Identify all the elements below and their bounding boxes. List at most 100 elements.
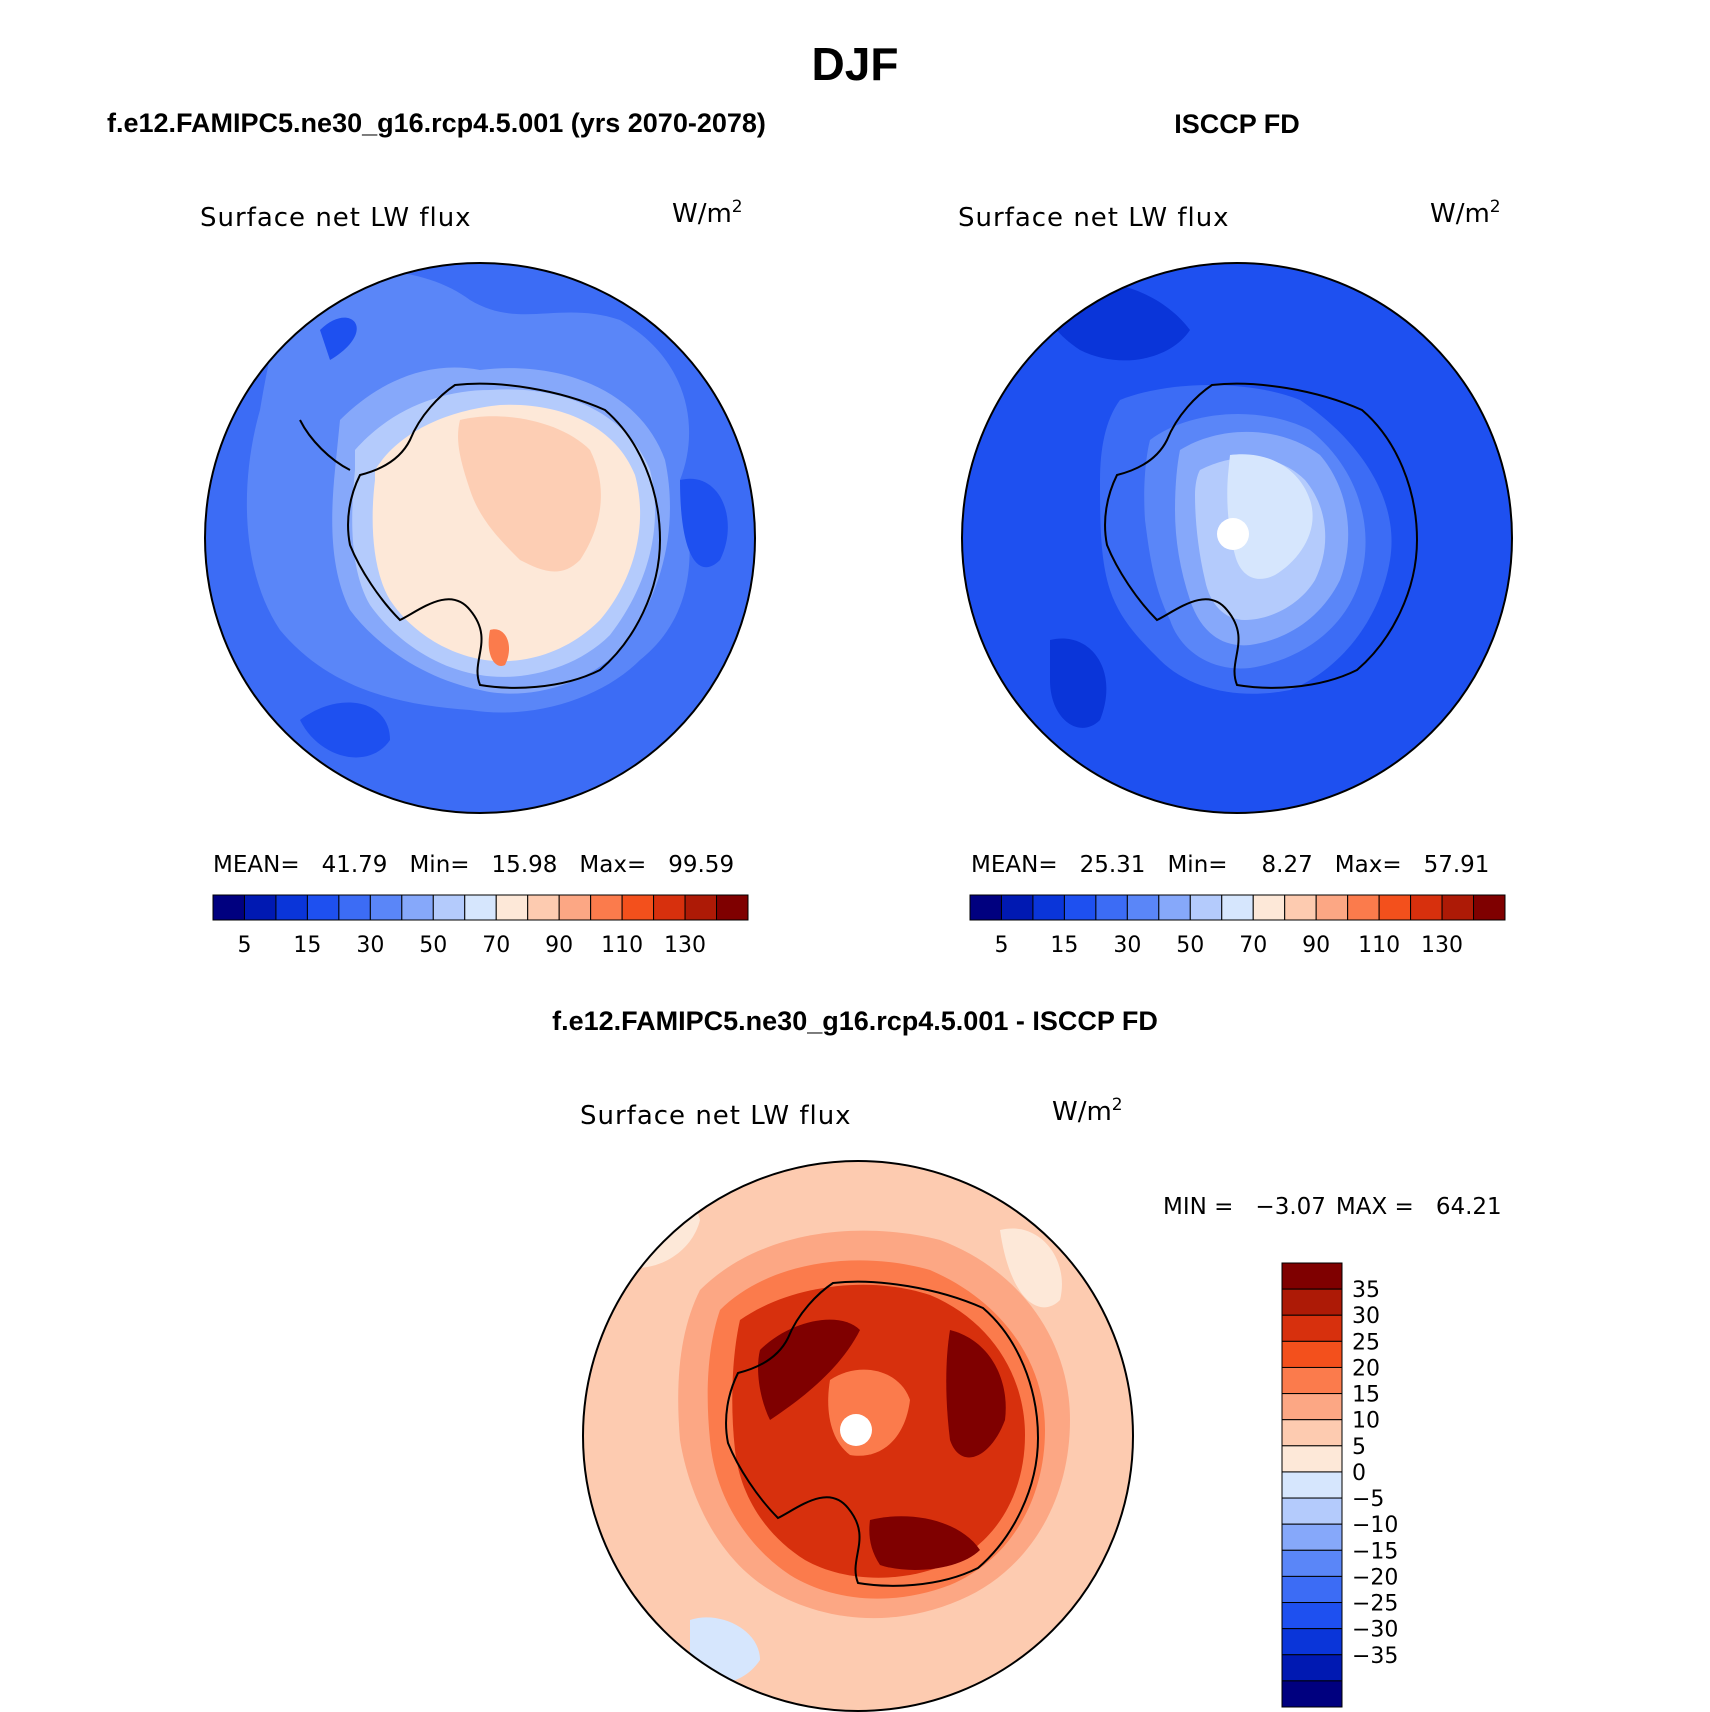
colorbar-diff-swatch bbox=[1281, 1680, 1343, 1708]
colorbar-diff-swatch bbox=[1281, 1419, 1343, 1447]
colorbar-diff-swatch bbox=[1281, 1393, 1343, 1421]
colorbar-diff-tick-label: −20 bbox=[1352, 1565, 1398, 1590]
colorbar-obs-tick-label: 30 bbox=[1113, 933, 1141, 958]
map-model-outline bbox=[204, 262, 756, 814]
colorbar-diff-swatch bbox=[1281, 1262, 1343, 1290]
panel-diff: f.e12.FAMIPC5.ne30_g16.rcp4.5.001 - ISCC… bbox=[552, 1006, 1502, 1712]
colorbar-obs-swatch bbox=[969, 894, 1002, 921]
colorbar-obs-tick-label: 110 bbox=[1358, 933, 1400, 958]
panel-model: f.e12.FAMIPC5.ne30_g16.rcp4.5.001 (yrs 2… bbox=[107, 108, 766, 958]
colorbar-diff-tick-label: −35 bbox=[1352, 1644, 1398, 1669]
panel-obs: ISCCP FD Surface net LW flux W/m2 MEAN= 2… bbox=[958, 109, 1513, 958]
colorbar-diff-tick-label: −25 bbox=[1352, 1592, 1398, 1617]
colorbar-obs: 5 15 30 50 70 90 110 130 bbox=[969, 894, 1506, 958]
colorbar-obs-swatch bbox=[1284, 894, 1317, 921]
panel-diff-title: f.e12.FAMIPC5.ne30_g16.rcp4.5.001 - ISCC… bbox=[552, 1006, 1158, 1036]
colorbar-diff-swatch bbox=[1281, 1366, 1343, 1395]
colorbar-diff-swatch bbox=[1281, 1471, 1343, 1499]
colorbar-diff-tick-label: −15 bbox=[1352, 1539, 1398, 1564]
colorbar-model-swatch bbox=[243, 894, 277, 921]
colorbar-obs-swatch bbox=[1473, 894, 1506, 921]
colorbar-diff-swatch bbox=[1281, 1575, 1343, 1604]
panel-diff-units: W/m2 bbox=[1052, 1095, 1123, 1127]
colorbar-model-tick-label: 50 bbox=[419, 933, 447, 958]
colorbar-diff-swatch bbox=[1281, 1288, 1343, 1316]
colorbar-model-swatch bbox=[464, 894, 497, 921]
colorbar-model-tick-label: 90 bbox=[545, 933, 573, 958]
stats-model: MEAN= 41.79 Min= 15.98 Max= 99.59 bbox=[213, 852, 734, 878]
colorbar-diff-swatch bbox=[1281, 1314, 1343, 1342]
panel-obs-variable: Surface net LW flux bbox=[958, 203, 1230, 233]
colorbar-diff-tick-label: 15 bbox=[1352, 1383, 1380, 1408]
colorbar-model-swatch bbox=[527, 894, 560, 921]
colorbar-model-swatch bbox=[590, 894, 623, 921]
colorbar-obs-swatch bbox=[1158, 894, 1191, 921]
colorbar-obs-tick-label: 70 bbox=[1239, 933, 1267, 958]
colorbar-obs-swatch bbox=[1252, 894, 1286, 921]
colorbar-diff-tick-label: 25 bbox=[1352, 1330, 1380, 1355]
panel-model-title: f.e12.FAMIPC5.ne30_g16.rcp4.5.001 (yrs 2… bbox=[107, 108, 766, 138]
colorbar-diff-swatch bbox=[1281, 1654, 1343, 1682]
map-model bbox=[205, 263, 755, 813]
colorbar-model-swatch bbox=[306, 894, 340, 921]
colorbar-model-swatch bbox=[495, 894, 529, 921]
figure-title: DJF bbox=[812, 38, 899, 90]
colorbar-diff-tick-label: −10 bbox=[1352, 1513, 1398, 1538]
colorbar-obs-swatch bbox=[1315, 894, 1349, 921]
stats-obs: MEAN= 25.31 Min= 8.27 Max= 57.91 bbox=[971, 852, 1489, 878]
colorbar-model-tick-label: 30 bbox=[356, 933, 384, 958]
colorbar-obs-swatch bbox=[1063, 894, 1097, 921]
colorbar-obs-swatch bbox=[1189, 894, 1223, 921]
colorbar-obs-swatch bbox=[1347, 894, 1380, 921]
colorbar-model-swatch bbox=[432, 894, 466, 921]
colorbar-model-swatch bbox=[401, 894, 434, 921]
colorbar-obs-swatch bbox=[1378, 894, 1412, 921]
colorbar-diff-tick-label: 30 bbox=[1352, 1304, 1380, 1329]
colorbar-model-tick-label: 15 bbox=[293, 933, 321, 958]
colorbar-diff-swatch bbox=[1281, 1445, 1343, 1473]
colorbar-obs-swatch bbox=[1441, 894, 1475, 921]
colorbar-diff-tick-label: 10 bbox=[1352, 1409, 1380, 1434]
colorbar-diff-tick-label: −5 bbox=[1352, 1487, 1384, 1512]
colorbar-diff-swatch bbox=[1281, 1497, 1343, 1525]
colorbar-model-swatch bbox=[558, 894, 592, 921]
colorbar-model-tick-label: 130 bbox=[664, 933, 706, 958]
map-diff bbox=[583, 1161, 1133, 1711]
colorbar-obs-tick-label: 90 bbox=[1302, 933, 1330, 958]
colorbar-obs-tick-label: 50 bbox=[1176, 933, 1204, 958]
colorbar-model-swatch bbox=[716, 894, 749, 921]
colorbar-obs-tick-label: 130 bbox=[1421, 933, 1463, 958]
colorbar-diff-swatch bbox=[1281, 1549, 1343, 1577]
colorbar-diff-swatch bbox=[1281, 1523, 1343, 1551]
colorbar-diff-tick-label: 5 bbox=[1352, 1435, 1366, 1460]
colorbar-diff-tick-label: 0 bbox=[1352, 1461, 1366, 1486]
colorbar-diff-swatch bbox=[1281, 1340, 1343, 1368]
map-obs bbox=[962, 263, 1512, 813]
colorbar-diff-swatch bbox=[1281, 1628, 1343, 1656]
colorbar-model: 5 15 30 50 70 90 110 130 bbox=[212, 894, 749, 958]
stats-diff: MIN = −3.07 MAX = 64.21 bbox=[1163, 1194, 1502, 1220]
colorbar-diff-swatch bbox=[1281, 1602, 1343, 1630]
colorbar-model-swatch bbox=[369, 894, 403, 921]
colorbar-model-swatch bbox=[212, 894, 245, 921]
colorbar-obs-swatch bbox=[1095, 894, 1128, 921]
colorbar-diff-tick-label: −30 bbox=[1352, 1618, 1398, 1643]
panel-diff-variable: Surface net LW flux bbox=[580, 1101, 852, 1131]
colorbar-diff-tick-label: 20 bbox=[1352, 1356, 1380, 1381]
colorbar-obs-swatch bbox=[1126, 894, 1160, 921]
colorbar-model-swatch bbox=[275, 894, 308, 921]
colorbar-model-swatch bbox=[621, 894, 655, 921]
map-obs-outline bbox=[961, 262, 1513, 814]
colorbar-obs-swatch bbox=[1221, 894, 1254, 921]
colorbar-model-tick-label: 70 bbox=[482, 933, 510, 958]
colorbar-obs-tick-label: 5 bbox=[994, 933, 1008, 958]
colorbar-obs-swatch bbox=[1032, 894, 1065, 921]
colorbar-model-tick-label: 5 bbox=[237, 933, 251, 958]
colorbar-model-swatch bbox=[684, 894, 718, 921]
panel-obs-title: ISCCP FD bbox=[1174, 109, 1300, 139]
colorbar-model-tick-label: 110 bbox=[601, 933, 643, 958]
panel-model-variable: Surface net LW flux bbox=[200, 203, 472, 233]
colorbar-obs-swatch bbox=[1000, 894, 1034, 921]
